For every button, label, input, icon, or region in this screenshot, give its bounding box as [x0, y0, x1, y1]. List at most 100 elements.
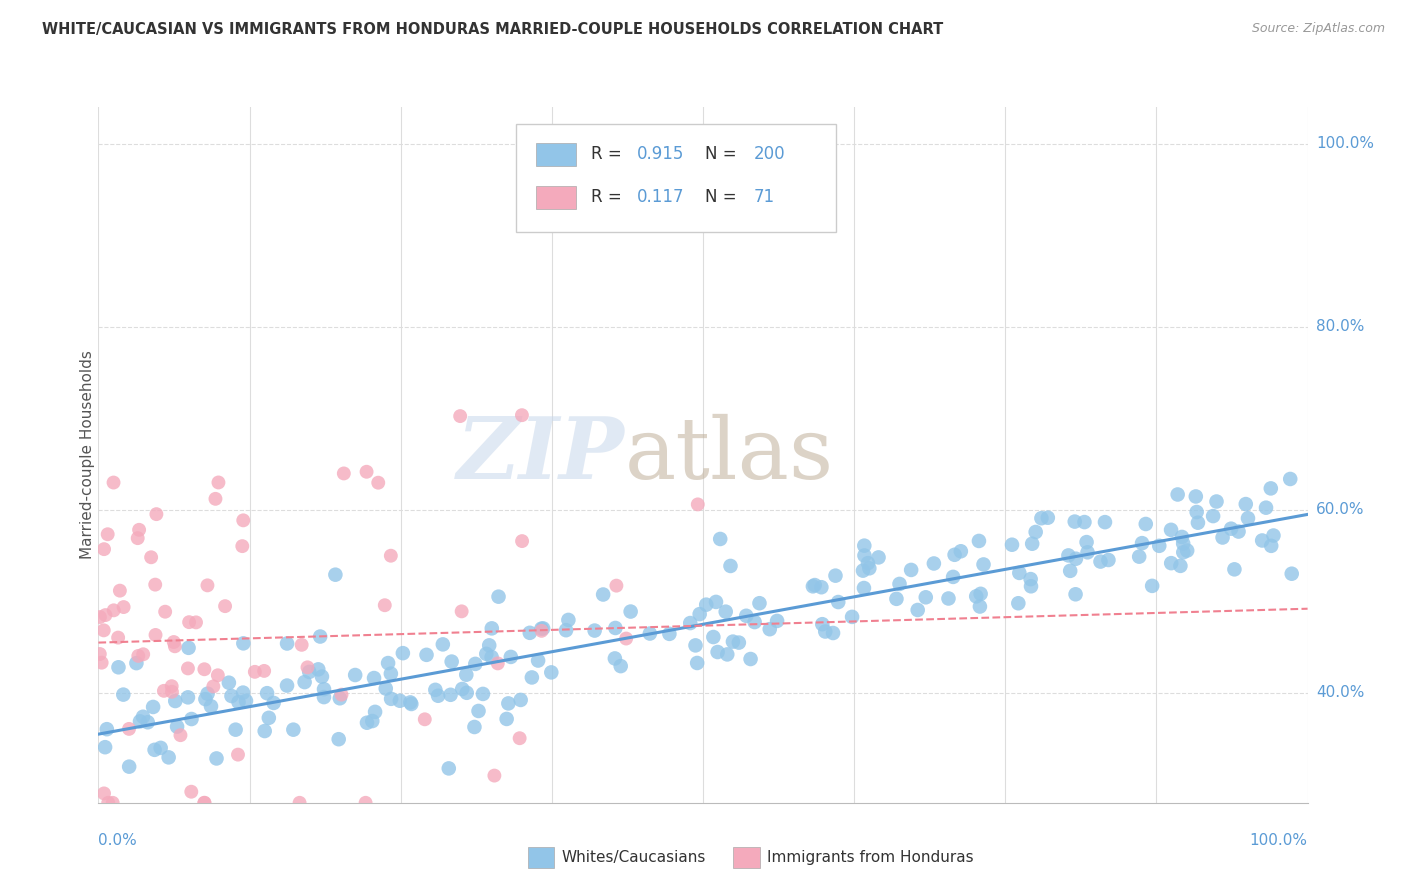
Point — [519, 625, 541, 640]
Point — [1170, 558, 1192, 573]
Point — [811, 617, 834, 632]
Point — [1187, 516, 1209, 530]
Point — [1128, 549, 1150, 564]
Point — [1025, 524, 1047, 539]
Point — [97, 527, 120, 541]
Point — [451, 681, 474, 696]
Point — [363, 671, 385, 685]
Text: 200: 200 — [754, 145, 786, 163]
Point — [721, 634, 744, 648]
Text: 100.0%: 100.0% — [1250, 833, 1308, 848]
Point — [1130, 536, 1153, 550]
Point — [312, 690, 335, 704]
Point — [90, 656, 112, 670]
Point — [207, 475, 229, 490]
Point — [464, 657, 486, 671]
Point — [437, 761, 460, 775]
Point — [1237, 511, 1260, 525]
Point — [486, 657, 509, 671]
Text: N =: N = — [706, 188, 742, 206]
Point — [801, 579, 824, 593]
Point — [184, 615, 207, 630]
Point — [685, 639, 707, 653]
Point — [510, 534, 533, 549]
Point — [1076, 535, 1098, 549]
Text: N =: N = — [706, 145, 742, 163]
Point — [93, 542, 115, 557]
Point — [758, 622, 780, 636]
Text: 80.0%: 80.0% — [1316, 319, 1364, 334]
Point — [1251, 533, 1274, 548]
Point — [291, 638, 314, 652]
Point — [889, 577, 911, 591]
Point — [427, 689, 450, 703]
Point — [1260, 539, 1282, 553]
Point — [103, 603, 125, 617]
Point — [333, 467, 356, 481]
Point — [226, 747, 249, 762]
Point — [143, 577, 166, 591]
Text: R =: R = — [591, 188, 627, 206]
FancyBboxPatch shape — [516, 124, 837, 232]
Point — [499, 649, 522, 664]
Point — [112, 600, 135, 615]
Point — [686, 656, 709, 670]
Point — [374, 599, 396, 613]
Point — [108, 583, 131, 598]
Point — [1227, 524, 1250, 539]
Point — [288, 796, 311, 810]
Point — [914, 591, 936, 605]
Point — [900, 563, 922, 577]
Point — [1064, 551, 1087, 566]
Point — [364, 705, 387, 719]
Point — [827, 595, 849, 609]
Point — [716, 648, 738, 662]
Point — [706, 645, 728, 659]
Point — [380, 691, 402, 706]
Point — [1234, 497, 1257, 511]
Point — [177, 640, 200, 655]
Point — [177, 661, 200, 675]
Point — [456, 667, 478, 681]
Point — [297, 660, 319, 674]
Point — [530, 624, 553, 638]
Point — [803, 578, 825, 592]
Text: R =: R = — [591, 145, 627, 163]
Point — [103, 475, 125, 490]
Point — [253, 724, 276, 739]
Point — [967, 533, 990, 548]
Point — [475, 647, 498, 661]
Point — [142, 700, 165, 714]
Point — [605, 579, 627, 593]
Point — [149, 740, 172, 755]
Point — [256, 686, 278, 700]
Point — [527, 654, 550, 668]
Point — [531, 621, 554, 635]
Point — [620, 605, 643, 619]
Point — [193, 796, 215, 810]
Point — [401, 697, 423, 711]
Point — [1097, 553, 1119, 567]
Point — [1090, 555, 1112, 569]
Point — [1008, 566, 1031, 580]
Point — [540, 665, 562, 680]
FancyBboxPatch shape — [536, 143, 576, 166]
Point — [484, 768, 506, 782]
Point — [478, 638, 501, 652]
Point — [232, 636, 254, 650]
Point — [614, 632, 637, 646]
Point — [748, 596, 770, 610]
Point — [329, 691, 352, 706]
Point — [1019, 572, 1042, 586]
Point — [166, 720, 188, 734]
Point — [1135, 516, 1157, 531]
Point — [232, 685, 254, 699]
Point — [1171, 530, 1194, 544]
Point — [810, 580, 832, 594]
Point — [638, 626, 661, 640]
Point — [169, 728, 191, 742]
Point — [949, 544, 972, 558]
Point — [488, 590, 510, 604]
Point — [214, 599, 236, 614]
Point — [609, 659, 631, 673]
